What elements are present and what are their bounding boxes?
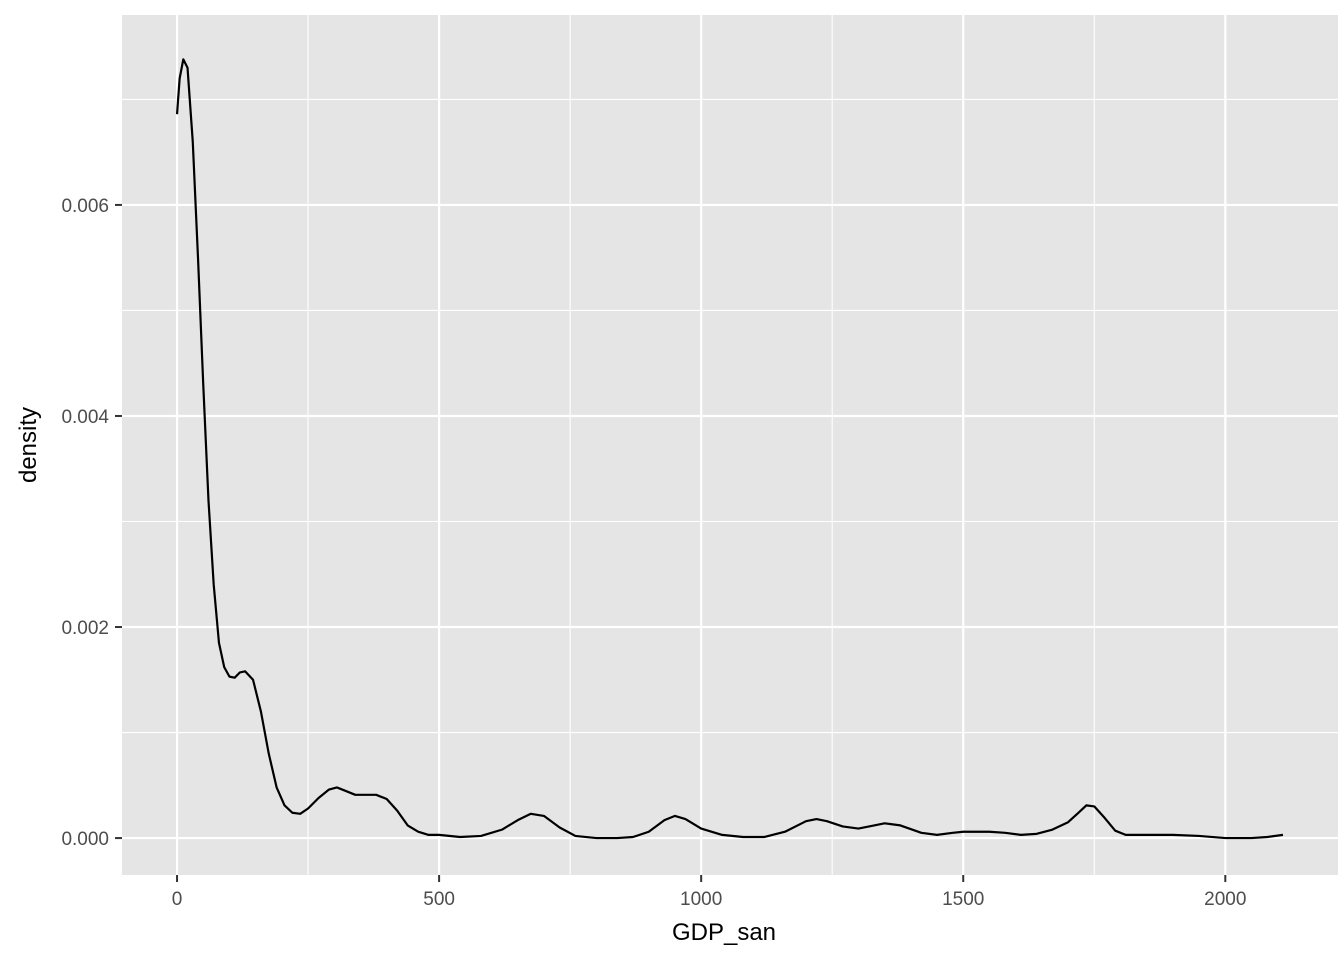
x-axis-title: GDP_san — [672, 919, 776, 946]
y-tick-label: 0.000 — [61, 829, 109, 850]
density-curve — [175, 58, 1284, 840]
x-tick-label: 1500 — [942, 889, 984, 910]
x-axis: 0 500 1000 1500 2000 — [172, 875, 1246, 910]
minor-gridlines — [122, 15, 1338, 875]
x-tick-label: 0 — [172, 889, 183, 910]
y-axis-title: density — [15, 407, 42, 483]
plot-panel — [122, 15, 1338, 875]
major-gridlines — [122, 15, 1338, 875]
y-axis: 0.000 0.002 0.004 0.006 — [61, 196, 122, 850]
x-tick-label: 2000 — [1204, 889, 1246, 910]
x-tick-label: 1000 — [680, 889, 722, 910]
y-tick-label: 0.004 — [61, 407, 109, 428]
x-tick-label: 500 — [423, 889, 455, 910]
y-tick-label: 0.006 — [61, 196, 109, 217]
y-tick-label: 0.002 — [61, 618, 109, 639]
